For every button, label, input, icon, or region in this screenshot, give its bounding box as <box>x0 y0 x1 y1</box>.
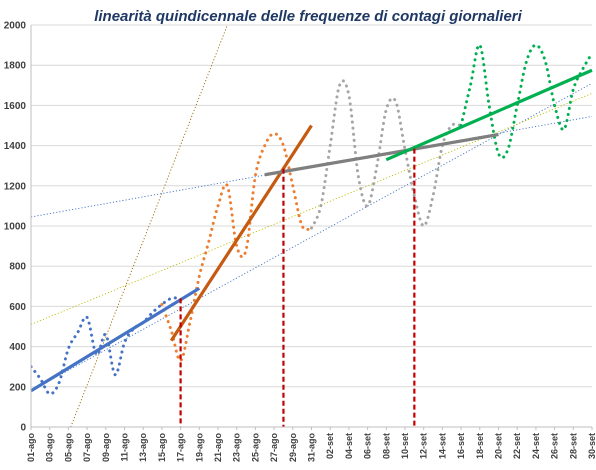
x-tick-label: 15-ago <box>157 433 167 463</box>
series-lines <box>31 43 592 396</box>
x-tick-label: 10-set <box>400 433 410 459</box>
x-tick-label: 14-set <box>437 433 447 459</box>
trend-extension-line <box>31 92 592 325</box>
y-tick-label: 800 <box>9 262 26 273</box>
trend-segment-line <box>264 132 499 177</box>
trend-segment-line <box>169 124 313 342</box>
trend-extension-line <box>70 25 228 427</box>
x-tick-label: 18-set <box>475 433 485 459</box>
trend-segments <box>30 68 593 393</box>
y-tick-label: 1000 <box>4 222 27 233</box>
chart-title: linearità quindicennale delle frequenze … <box>94 8 522 25</box>
y-tick-label: 200 <box>9 382 26 393</box>
data-series-line <box>459 43 592 160</box>
x-tick-labels: 01-ago 03-ago 05-ago 07-ago 09-ago 11-ago 13-a… <box>26 433 596 463</box>
x-tick-label: 13-ago <box>138 433 148 463</box>
x-tick-label: 28-set <box>568 433 578 459</box>
y-tick-label: 2000 <box>4 21 27 32</box>
y-tick-label: 1800 <box>4 61 27 72</box>
x-tick-label: 29-ago <box>288 433 298 463</box>
y-tick-label: 1200 <box>4 181 27 192</box>
x-tick-label: 03-ago <box>45 433 55 463</box>
x-tick-label: 17-ago <box>176 433 186 463</box>
x-tick-label: 27-ago <box>269 433 279 463</box>
x-tick-label: 09-ago <box>101 433 111 463</box>
x-tick-label: 26-set <box>550 433 560 459</box>
x-tick-label: 24-set <box>531 433 541 459</box>
x-tick-label: 25-ago <box>250 433 260 463</box>
x-tick-label: 11-ago <box>120 433 130 462</box>
x-tick-label: 30-set <box>587 433 596 459</box>
trend-extension-line <box>31 82 592 392</box>
y-tick-label: 1400 <box>4 141 27 152</box>
x-tick-label: 23-ago <box>232 433 242 463</box>
x-tick-label: 08-set <box>381 433 391 459</box>
data-series-line <box>160 132 313 363</box>
x-tick-label: 22-set <box>512 433 522 459</box>
x-tick-label: 19-ago <box>194 433 204 463</box>
trend-segment-line <box>385 68 593 162</box>
gridlines <box>31 24 592 428</box>
x-tick-label: 20-set <box>494 433 504 459</box>
marker-lines <box>179 148 416 427</box>
axes <box>30 25 593 430</box>
data-series-line <box>310 79 463 230</box>
x-tick-label: 06-set <box>363 433 373 459</box>
x-tick-label: 05-ago <box>63 433 73 463</box>
x-tick-label: 01-ago <box>26 433 36 463</box>
x-tick-label: 12-set <box>419 433 429 459</box>
y-tick-label: 0 <box>20 423 26 434</box>
y-tick-labels: 0 200 400 600 800 1000 1200 1400 1600 1800 2000 <box>4 21 27 434</box>
trend-segment-line <box>30 286 201 393</box>
x-tick-label: 16-set <box>456 433 466 459</box>
x-tick-label: 31-ago <box>307 433 317 463</box>
y-tick-label: 1600 <box>4 101 27 112</box>
x-tick-label: 21-ago <box>213 433 223 463</box>
x-tick-label: 07-ago <box>82 433 92 463</box>
data-series-line <box>31 296 183 396</box>
y-tick-label: 600 <box>9 302 26 313</box>
x-tick-label: 04-set <box>344 433 354 459</box>
x-tick-label: 02-set <box>325 433 335 459</box>
y-tick-label: 400 <box>9 342 26 353</box>
